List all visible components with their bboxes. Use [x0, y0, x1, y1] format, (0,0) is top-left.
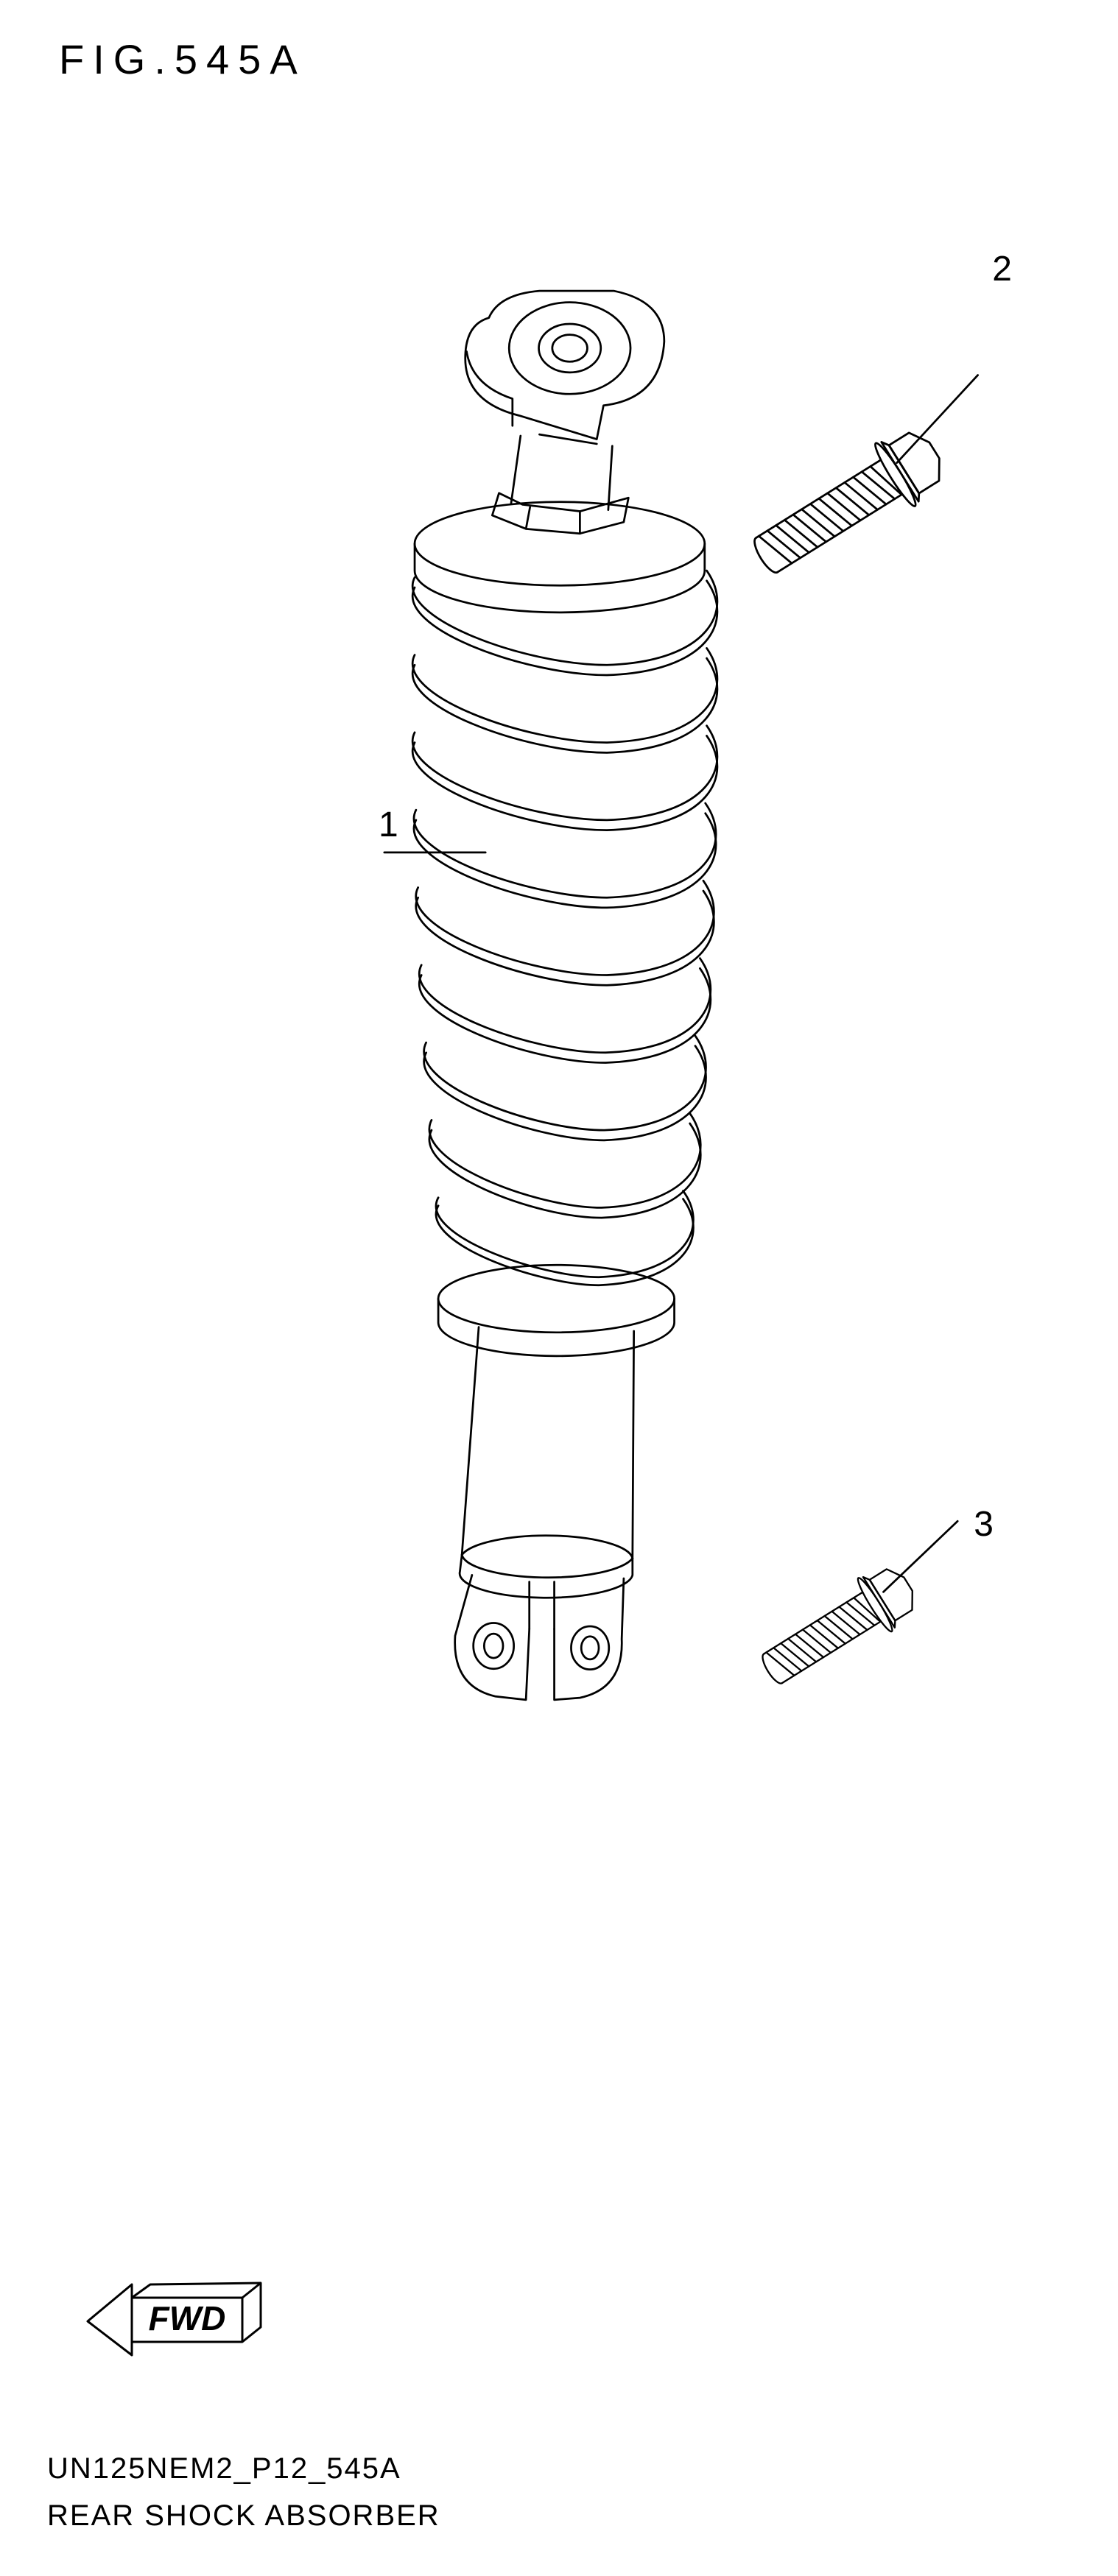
coil-spring: [412, 571, 717, 1285]
top-seat: [415, 502, 705, 613]
fwd-text: FWD: [149, 2299, 226, 2337]
neck: [492, 434, 628, 534]
bolt-top: [742, 419, 954, 590]
footer-line-2: REAR SHOCK ABSORBER: [47, 2494, 1071, 2538]
leader-3: [883, 1521, 957, 1592]
footer-line-1: UN125NEM2_P12_545A: [47, 2446, 1071, 2491]
callout-1: 1: [379, 805, 398, 845]
fwd-badge: FWD: [77, 2262, 268, 2376]
callout-2: 2: [992, 249, 1012, 289]
shock-absorber: [412, 291, 717, 1700]
top-eye: [465, 291, 664, 439]
exploded-diagram: [47, 208, 1071, 2086]
callout-3: 3: [974, 1504, 994, 1545]
footer: UN125NEM2_P12_545A REAR SHOCK ABSORBER: [47, 2446, 1071, 2538]
page-root: FIG.545A 2 1 3: [0, 0, 1118, 2576]
leader-2: [897, 375, 978, 463]
damper-tube: [460, 1327, 634, 1598]
fwd-arrow-icon: FWD: [77, 2262, 268, 2373]
diagram-container: 2 1 3: [47, 208, 1071, 2086]
figure-title: FIG.545A: [59, 35, 1071, 83]
